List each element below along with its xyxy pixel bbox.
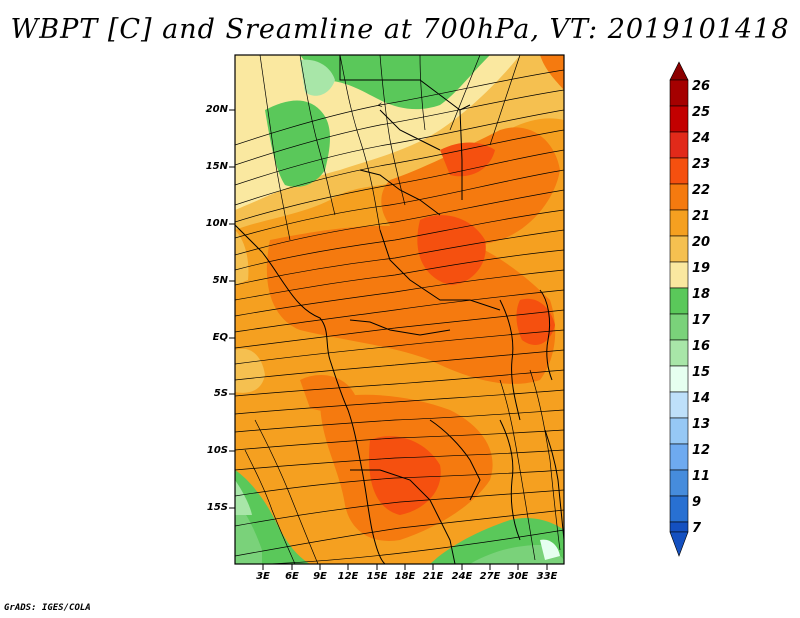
lon-label-21e: 21E xyxy=(422,571,444,582)
colorbar-seg-11 xyxy=(669,365,689,393)
lat-label-20n: 20N xyxy=(205,104,228,115)
colorbar-label-7: 7 xyxy=(692,521,702,536)
colorbar-seg-13 xyxy=(669,417,689,445)
lon-label-27e: 27E xyxy=(479,571,501,582)
colorbar-label-21: 21 xyxy=(692,209,711,224)
colorbar-label-9: 9 xyxy=(692,495,702,510)
colorbar-label-13: 13 xyxy=(692,417,711,432)
map-frame xyxy=(234,54,565,565)
colorbar-seg-0 xyxy=(669,79,689,107)
colorbar-label-26: 26 xyxy=(692,79,711,94)
colorbar-label-24: 24 xyxy=(692,131,711,146)
lon-label-18e: 18E xyxy=(394,571,416,582)
colorbar-label-20: 20 xyxy=(692,235,711,250)
colorbar-label-12: 12 xyxy=(692,443,711,458)
colorbar-label-23: 23 xyxy=(692,157,711,172)
colorbar-seg-12 xyxy=(669,391,689,419)
colorbar-label-19: 19 xyxy=(692,261,711,276)
colorbar-seg-15 xyxy=(669,469,689,497)
lon-label-15e: 15E xyxy=(366,571,388,582)
colorbar-seg-8 xyxy=(669,287,689,315)
lat-label-5s: 5S xyxy=(213,388,228,399)
map-title: WBPT [C] and Sreamline at 700hPa, VT: 20… xyxy=(10,14,790,45)
lat-label-15s: 15S xyxy=(206,502,228,513)
colorbar-label-25: 25 xyxy=(692,105,711,120)
colorbar-seg-3 xyxy=(669,157,689,185)
colorbar-label-11: 11 xyxy=(692,469,711,484)
colorbar-label-18: 18 xyxy=(692,287,711,302)
lon-label-6e: 6E xyxy=(285,571,299,582)
lat-label-10n: 10N xyxy=(205,218,228,229)
colorbar-label-15: 15 xyxy=(692,365,711,380)
colorbar-seg-9 xyxy=(669,313,689,341)
lon-label-12e: 12E xyxy=(337,571,359,582)
lat-label-10s: 10S xyxy=(206,445,228,456)
lat-label-eq: EQ xyxy=(212,332,228,343)
coastlines-borders xyxy=(235,55,564,564)
lon-label-3e: 3E xyxy=(256,571,270,582)
colorbar-bottom-triangle xyxy=(669,531,689,557)
colorbar-seg-10 xyxy=(669,339,689,367)
colorbar-seg-4 xyxy=(669,183,689,211)
colorbar-top-triangle xyxy=(669,61,689,81)
colorbar-label-16: 16 xyxy=(692,339,711,354)
colorbar-label-22: 22 xyxy=(692,183,711,198)
colorbar-seg-7 xyxy=(669,261,689,289)
colorbar-seg-5 xyxy=(669,209,689,237)
colorbar-seg-14 xyxy=(669,443,689,471)
colorbar-seg-16 xyxy=(669,495,689,523)
grads-credit: GrADS: IGES/COLA xyxy=(4,603,91,613)
colorbar-label-17: 17 xyxy=(692,313,711,328)
lon-label-24e: 24E xyxy=(451,571,473,582)
colorbar-label-14: 14 xyxy=(692,391,711,406)
lat-label-5n: 5N xyxy=(212,275,228,286)
colorbar-seg-17 xyxy=(669,521,689,533)
colorbar xyxy=(669,61,689,557)
lat-label-15n: 15N xyxy=(205,161,228,172)
lon-label-33e: 33E xyxy=(536,571,558,582)
colorbar-seg-1 xyxy=(669,105,689,133)
colorbar-seg-2 xyxy=(669,131,689,159)
streamlines xyxy=(235,55,564,564)
lon-label-9e: 9E xyxy=(313,571,327,582)
lon-label-30e: 30E xyxy=(507,571,529,582)
colorbar-seg-6 xyxy=(669,235,689,263)
